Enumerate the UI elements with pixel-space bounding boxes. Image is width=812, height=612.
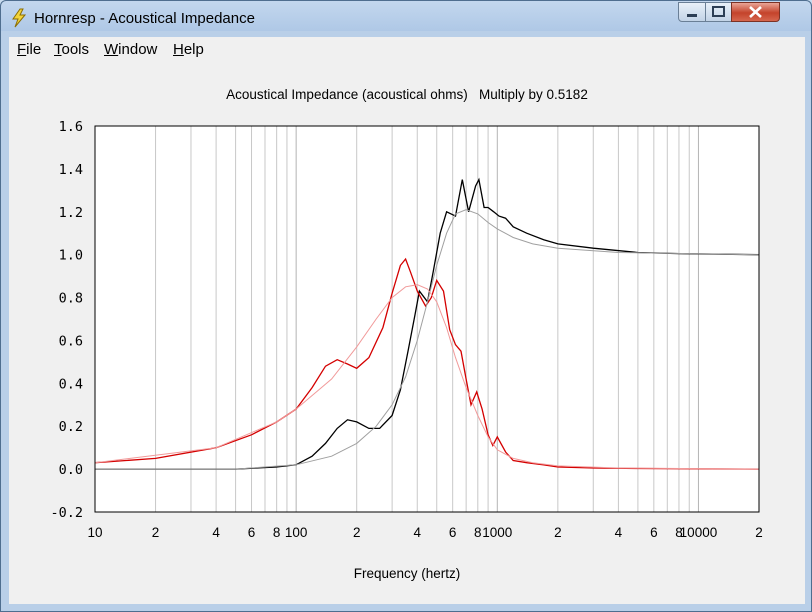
x-tick-label: 2	[554, 525, 562, 540]
series-line-0	[95, 177, 760, 470]
minimize-button[interactable]	[678, 2, 706, 22]
y-tick-label: -0.2	[50, 505, 83, 521]
menu-help[interactable]: Help	[173, 41, 204, 58]
menu-file[interactable]: File	[17, 41, 42, 58]
chart-panel: 1.6 1.4 1.2 1.0 0.8 0.6 0.4 0.2 0.0 -0.2 10 2 4 6 8 100…	[9, 62, 805, 604]
close-icon	[749, 6, 762, 18]
y-tick-label: 1.6	[59, 119, 83, 135]
window-title: Hornresp - Acoustical Impedance	[34, 10, 255, 27]
x-tick-label: 6	[449, 525, 457, 540]
y-tick-label: 0.6	[59, 333, 83, 349]
plot-area	[95, 126, 759, 512]
maximize-icon	[712, 6, 725, 17]
x-tick-label: 2	[353, 525, 361, 540]
x-tick-label: 8	[273, 525, 281, 540]
x-tick-label: 1000	[482, 525, 512, 540]
close-button[interactable]	[731, 2, 780, 22]
x-tick-label: 8	[675, 525, 683, 540]
x-tick-label: 100	[285, 525, 308, 540]
x-tick-label: 4	[413, 525, 421, 540]
x-tick-label: 10	[87, 525, 102, 540]
y-tick-label: 1.0	[59, 248, 83, 264]
y-tick-label: 0.2	[59, 419, 83, 435]
x-tick-label: 2	[755, 525, 763, 540]
maximize-button[interactable]	[705, 2, 732, 22]
menu-bar: File Tools Window Help	[9, 37, 805, 62]
minimize-icon	[687, 14, 697, 17]
x-tick-label: 10000	[680, 525, 718, 540]
series-line-2	[95, 209, 760, 470]
x-tick-label: 6	[650, 525, 658, 540]
x-tick-label: 4	[212, 525, 220, 540]
x-tick-label: 2	[152, 525, 160, 540]
x-axis-label: Frequency (hertz)	[354, 566, 461, 581]
y-tick-label: 0.8	[59, 291, 83, 307]
x-tick-label: 6	[248, 525, 256, 540]
y-tick-label: 0.0	[59, 462, 83, 478]
impedance-chart: 1.61.41.21.00.80.60.40.20.0-0.210 2 4 6 8 100…	[50, 87, 763, 581]
menu-tools[interactable]: Tools	[54, 41, 90, 58]
x-tick-label: 4	[615, 525, 623, 540]
plot-frame	[94, 125, 760, 513]
series-line-3	[94, 284, 760, 470]
y-tick-label: 0.4	[59, 376, 83, 392]
y-tick-label: 1.2	[59, 205, 83, 221]
chart-title: Acoustical Impedance (acoustical ohms) M…	[226, 87, 588, 102]
y-tick-label: 1.4	[59, 162, 83, 178]
lightning-icon	[12, 8, 27, 28]
x-tick-label: 8	[474, 525, 482, 540]
menu-window[interactable]: Window	[104, 41, 158, 58]
title-bar[interactable]: Hornresp - Acoustical Impedance	[1, 1, 811, 35]
